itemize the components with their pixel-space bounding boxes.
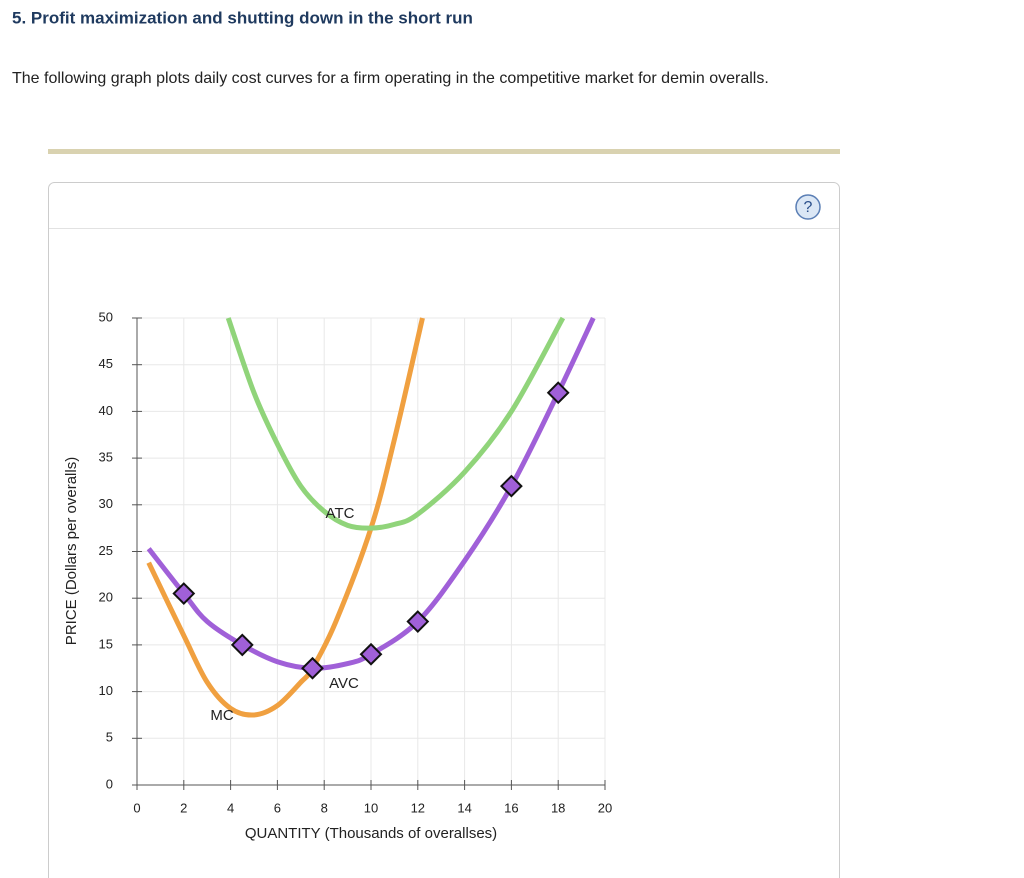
x-tick-label: 6 bbox=[274, 800, 281, 815]
y-tick-label: 50 bbox=[99, 309, 113, 324]
x-tick-label: 8 bbox=[321, 800, 328, 815]
x-axis-label: QUANTITY (Thousands of overallses) bbox=[245, 825, 497, 842]
graph-panel bbox=[48, 182, 840, 878]
x-tick-label: 12 bbox=[411, 800, 425, 815]
curve bbox=[146, 316, 596, 671]
x-tick-label: 10 bbox=[364, 800, 378, 815]
y-tick-label: 20 bbox=[99, 590, 113, 605]
point-marker bbox=[172, 582, 196, 605]
question-text: The following graph plots daily cost cur… bbox=[12, 70, 769, 87]
y-tick-label: 10 bbox=[99, 683, 113, 698]
help-button[interactable] bbox=[795, 194, 821, 220]
point-marker bbox=[546, 381, 570, 405]
point-marker bbox=[230, 633, 254, 657]
point-marker bbox=[406, 610, 430, 633]
curve bbox=[225, 316, 566, 531]
point-marker bbox=[301, 656, 324, 680]
x-tick-label: 0 bbox=[133, 800, 140, 815]
divider bbox=[48, 149, 840, 154]
x-tick-label: 18 bbox=[551, 800, 565, 815]
x-tick-label: 20 bbox=[598, 800, 612, 815]
help-icon[interactable]: ? bbox=[804, 199, 813, 216]
x-tick-label: 4 bbox=[227, 800, 234, 815]
x-tick-label: 14 bbox=[457, 800, 471, 815]
x-tick-label: 2 bbox=[180, 800, 187, 815]
y-axis-label: PRICE (Dollars per overalls) bbox=[63, 457, 80, 645]
y-tick-label: 0 bbox=[106, 776, 113, 791]
question-title: 5. Profit maximization and shutting down… bbox=[12, 8, 473, 27]
curve bbox=[146, 317, 425, 718]
x-tick-label: 16 bbox=[504, 800, 518, 815]
curve-label: MC bbox=[210, 707, 233, 724]
point-marker bbox=[499, 474, 523, 498]
y-tick-label: 25 bbox=[99, 543, 113, 558]
y-tick-label: 40 bbox=[99, 403, 113, 418]
y-tick-label: 45 bbox=[99, 356, 113, 371]
curve-label: AVC bbox=[329, 675, 359, 692]
point-marker bbox=[359, 642, 383, 666]
curve-label: ATC bbox=[326, 505, 355, 522]
y-tick-label: 5 bbox=[106, 730, 113, 745]
y-tick-label: 30 bbox=[99, 496, 113, 511]
y-tick-label: 35 bbox=[99, 450, 113, 465]
y-tick-label: 15 bbox=[99, 636, 113, 651]
